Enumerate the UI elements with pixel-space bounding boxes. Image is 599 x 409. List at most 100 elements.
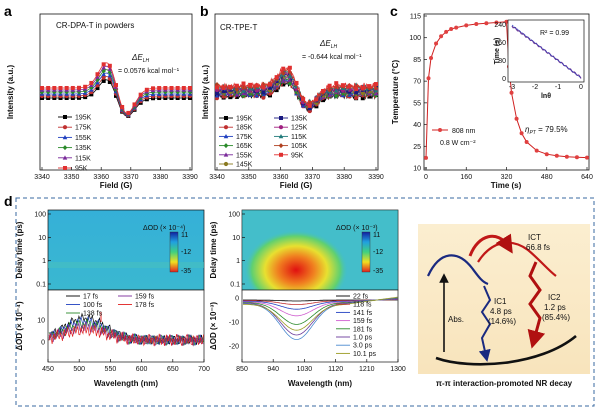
epr-point-95K <box>175 86 180 91</box>
panel-b-delta-value: = -0.644 kcal mol⁻¹ <box>302 54 362 61</box>
epr-point-95K <box>274 75 279 80</box>
epr-point-95K <box>241 81 246 86</box>
panel-b-x-tick-label: 3350 <box>241 174 257 181</box>
panel-c-ylabel: Temperature (°C) <box>391 59 400 124</box>
panel-d-map2-cb-title: ΔOD (× 10⁻³) <box>336 225 378 232</box>
scheme-ic1-time: 4.8 ps <box>490 307 512 316</box>
panel-c-inset-ylabel: Time (s) <box>494 38 501 65</box>
panel-a-title: CR-DPA-T in powders <box>56 21 134 30</box>
epr-point-95K <box>307 103 312 108</box>
spec1-legend-label: 178 fs <box>135 302 155 309</box>
panel-c-x-tick-label: 640 <box>581 174 593 181</box>
spec2-y-tick-label: -20 <box>229 344 239 351</box>
panel-a-legend-marker <box>63 166 67 170</box>
panel-c-point <box>474 21 479 26</box>
map2-y-tick-label: 1 <box>236 258 240 265</box>
epr-point-95K <box>83 84 88 89</box>
epr-point-95K <box>314 97 319 102</box>
epr-point-95K <box>89 80 94 85</box>
panel-c-point <box>434 41 439 46</box>
epr-point-95K <box>228 84 233 89</box>
panel-b-legend-label: 185K <box>236 125 253 132</box>
epr-point-195K <box>107 80 112 85</box>
panel-b-xlabel: Field (G) <box>280 181 313 190</box>
epr-point-195K <box>274 88 279 93</box>
panel-c-x-tick-label: 480 <box>541 174 553 181</box>
epr-point-95K <box>132 102 137 107</box>
spec1-x-tick-label: 700 <box>198 366 210 373</box>
panel-b-legend-label: 115K <box>291 134 307 141</box>
panel-b-title: CR-TPE-T <box>220 23 257 32</box>
epr-point-95K <box>144 87 149 92</box>
epr-point-95K <box>268 82 272 87</box>
spec2-y-tick-label: -10 <box>229 320 239 327</box>
panel-c-x-tick-label: 320 <box>501 174 513 181</box>
spec2-legend-label: 22 fs <box>353 294 369 301</box>
panel-d-spec2-ticks: 850 940 1030 1120 1210 1300 0 -10 -20 <box>229 296 406 374</box>
panel-c-point <box>439 34 444 39</box>
panel-c-inset-r2: R² = 0.99 <box>540 30 569 37</box>
panel-d-spec1-ylabel: ΔOD (× 10⁻⁴) <box>15 301 24 351</box>
epr-point-185K <box>261 95 266 100</box>
epr-point-95K <box>360 85 365 90</box>
panel-b-legend-marker <box>223 125 229 130</box>
panel-a-legend-label: 155K <box>75 135 92 142</box>
scheme-caption: π-π interaction-promoted NR decay <box>436 379 573 388</box>
inset-y-tick-label: 240 <box>494 22 506 29</box>
panel-a-legend-marker <box>62 145 68 151</box>
panel-b-ylabel: Intensity (a.u.) <box>201 65 210 120</box>
panel-c-point <box>454 25 459 30</box>
epr-point-95K <box>151 86 155 91</box>
panel-d-map2-yticks: 100 10 1 0.1 <box>228 212 245 289</box>
spec2-x-tick-label: 850 <box>236 366 248 373</box>
epr-point-95K <box>215 85 219 90</box>
spec2-x-tick-label: 1210 <box>359 366 375 373</box>
epr-point-115K <box>241 88 246 93</box>
panel-d-spec2-curves <box>242 296 398 341</box>
epr-point-155K <box>101 71 106 77</box>
panel-c-point <box>519 131 524 136</box>
epr-point-165K <box>287 81 293 87</box>
panel-b-legend-label: 135K <box>291 116 308 123</box>
epr-point-95K <box>347 84 352 89</box>
epr-point-135K <box>101 68 106 74</box>
epr-point-95K <box>58 85 63 90</box>
epr-point-135K <box>354 90 359 95</box>
epr-point-175K <box>101 75 106 80</box>
panel-a-legend-marker <box>63 115 67 119</box>
panel-a-xlabel: Field (G) <box>100 181 133 190</box>
panel-b-legend-marker <box>278 134 284 139</box>
panel-b-legend-marker <box>223 152 229 157</box>
panel-c-inset-xlabel: lnθ <box>541 93 551 100</box>
inset-x-tick-label: 0 <box>579 84 583 91</box>
panel-a-legend-marker <box>62 155 68 160</box>
epr-point-115K <box>101 65 106 70</box>
spec1-legend-label: 159 fs <box>135 294 155 301</box>
panel-c-point <box>544 152 549 157</box>
panel-d-map2-cb-tick-1: 11 <box>373 232 380 239</box>
panel-a-legend-label: 95K <box>75 166 88 173</box>
panel-c-point <box>426 76 431 81</box>
panel-d-map1-cb-tick-1: 11 <box>181 232 188 239</box>
panel-d-spec1 <box>47 289 205 363</box>
panel-c-power: 0.8 W cm⁻² <box>440 140 476 147</box>
panel-d-map2-cb-tick-3: -35 <box>373 268 383 275</box>
epr-point-155K <box>241 90 246 96</box>
panel-b-x-tick-label: 3370 <box>305 174 321 181</box>
panel-c-y-tick-label: 70 <box>413 79 421 86</box>
panel-c-inset-plot: -3 -2 -1 0 240 160 80 0 <box>494 22 583 91</box>
panel-b-legend-marker <box>224 116 228 120</box>
panel-b-x-tick-label: 3360 <box>273 174 289 181</box>
epr-point-95K <box>114 83 118 88</box>
epr-point-115K <box>95 74 100 79</box>
panel-c-xlabel: Time (s) <box>491 181 522 190</box>
panel-d-map2-colorbar <box>361 231 371 273</box>
epr-point-195K <box>101 78 106 83</box>
panel-label-b: b <box>200 3 209 19</box>
epr-point-145K <box>360 91 365 96</box>
epr-point-155K <box>327 92 332 97</box>
scheme-ic2-arrow <box>527 261 546 349</box>
panel-a-x-tick-label: 3350 <box>64 174 80 181</box>
